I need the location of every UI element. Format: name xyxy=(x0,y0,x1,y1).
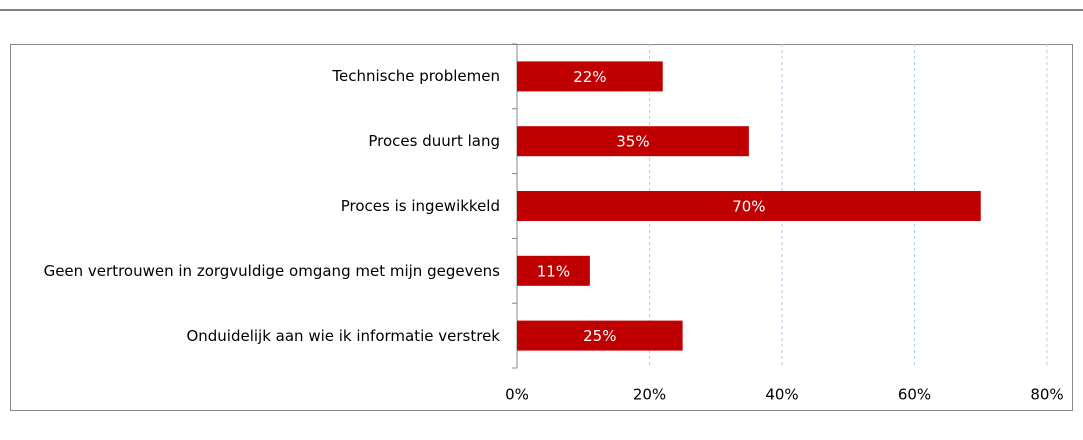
y-tick-label: Geen vertrouwen in zorgvuldige omgang me… xyxy=(43,261,500,280)
data-label: 70% xyxy=(732,198,765,216)
x-tick-label: 60% xyxy=(898,386,931,404)
data-label: 35% xyxy=(616,133,649,151)
x-tick-label: 20% xyxy=(633,386,666,404)
chart-frame xyxy=(10,44,1073,411)
y-tick-label: Onduidelijk aan wie ik informatie verstr… xyxy=(186,326,500,345)
bar xyxy=(517,61,663,92)
bar xyxy=(517,320,683,351)
bar xyxy=(517,126,749,157)
data-label: 11% xyxy=(537,262,570,280)
y-tick-label: Proces is ingewikkeld xyxy=(340,197,500,215)
x-tick-label: 40% xyxy=(765,386,798,404)
x-tick-label: 80% xyxy=(1030,386,1063,404)
x-tick-label: 0% xyxy=(505,386,529,404)
bar xyxy=(517,255,590,286)
y-tick-label: Proces duurt lang xyxy=(368,132,500,151)
data-label: 22% xyxy=(573,68,606,86)
bar xyxy=(517,191,981,221)
y-tick-label: Technische problemen xyxy=(332,67,500,86)
data-label: 25% xyxy=(583,327,616,345)
